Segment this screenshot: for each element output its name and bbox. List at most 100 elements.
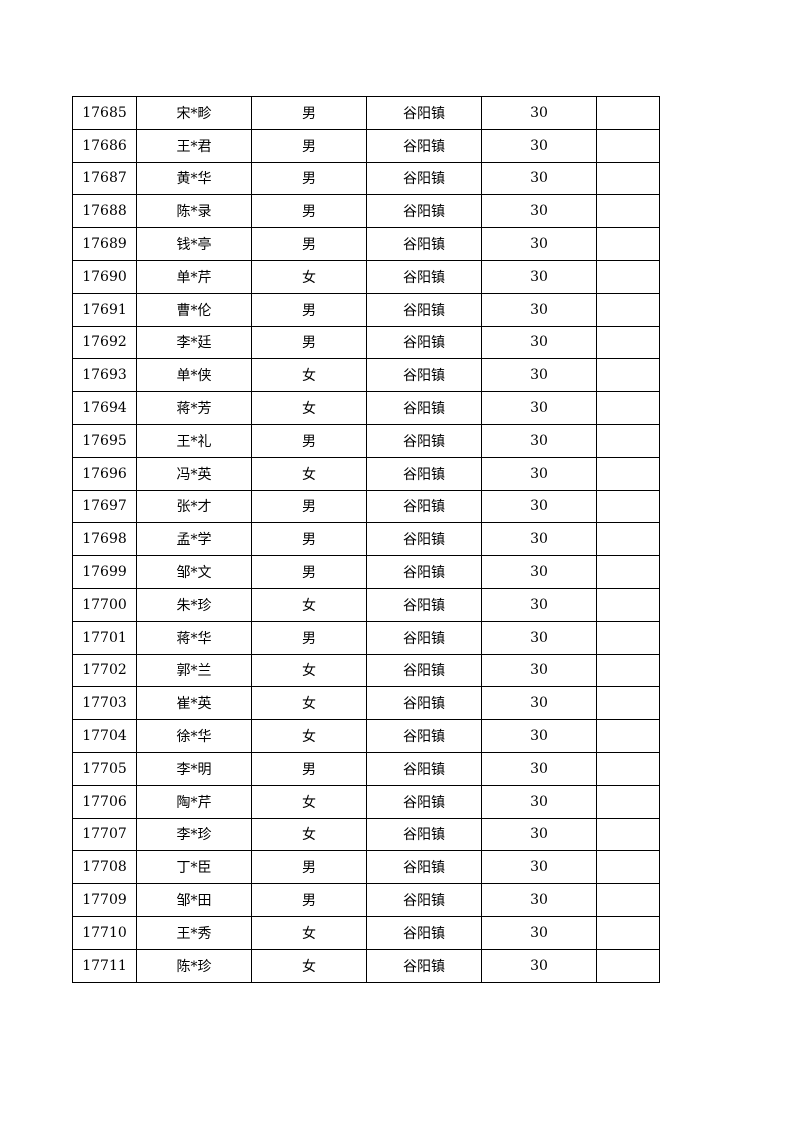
name-cell: 李*珍 [136,817,252,852]
name-cell: 黄*华 [136,161,252,196]
note-cell [596,128,660,163]
table-row: 17697 张*才男谷阳镇 30 [72,489,660,524]
amount-cell: 30 [481,587,597,622]
gender-cell: 女 [251,653,367,688]
row-number-cell: 17696 [72,456,137,491]
name-cell: 单*芹 [136,259,252,294]
note-cell [596,259,660,294]
name-cell: 宋*畛 [136,96,252,130]
amount-cell: 30 [481,358,597,393]
gender-cell: 男 [251,620,367,655]
row-number-cell: 17697 [72,489,137,524]
gender-cell: 女 [251,784,367,819]
note-cell [596,653,660,688]
amount-cell: 30 [481,259,597,294]
name-cell: 崔*英 [136,686,252,721]
table-row: 17706 陶*芹女谷阳镇 30 [72,784,660,819]
amount-cell: 30 [481,325,597,360]
name-cell: 陈*录 [136,194,252,229]
table-row: 17688 陈*录男谷阳镇 30 [72,194,660,229]
amount-cell: 30 [481,948,597,983]
name-cell: 蒋*芳 [136,391,252,425]
town-cell: 谷阳镇 [366,391,482,425]
town-cell: 谷阳镇 [366,489,482,524]
name-cell: 陶*芹 [136,784,252,819]
table-row: 17698 孟*学男谷阳镇 30 [72,522,660,557]
row-number-cell: 17694 [72,391,137,425]
table-row: 17687 黄*华男谷阳镇 30 [72,161,660,196]
name-cell: 王*秀 [136,915,252,950]
row-number-cell: 17709 [72,883,137,917]
town-cell: 谷阳镇 [366,653,482,688]
name-cell: 曹*伦 [136,292,252,327]
row-number-cell: 17695 [72,423,137,458]
row-number-cell: 17686 [72,128,137,163]
amount-cell: 30 [481,850,597,885]
row-number-cell: 17685 [72,96,137,130]
town-cell: 谷阳镇 [366,456,482,491]
gender-cell: 女 [251,915,367,950]
amount-cell: 30 [481,423,597,458]
town-cell: 谷阳镇 [366,948,482,983]
name-cell: 邹*田 [136,883,252,917]
table-row: 17690 单*芹女谷阳镇 30 [72,259,660,294]
gender-cell: 女 [251,456,367,491]
amount-cell: 30 [481,915,597,950]
town-cell: 谷阳镇 [366,883,482,917]
town-cell: 谷阳镇 [366,161,482,196]
name-cell: 李*明 [136,751,252,786]
row-number-cell: 17707 [72,817,137,852]
note-cell [596,325,660,360]
note-cell [596,358,660,393]
note-cell [596,719,660,753]
name-cell: 王*礼 [136,423,252,458]
row-number-cell: 17692 [72,325,137,360]
row-number-cell: 17705 [72,751,137,786]
name-cell: 孟*学 [136,522,252,557]
row-number-cell: 17699 [72,555,137,589]
town-cell: 谷阳镇 [366,587,482,622]
amount-cell: 30 [481,555,597,589]
table-row: 17686 王*君男谷阳镇 30 [72,128,660,163]
town-cell: 谷阳镇 [366,96,482,130]
table-row: 17707 李*珍女谷阳镇 30 [72,817,660,852]
row-number-cell: 17711 [72,948,137,983]
note-cell [596,817,660,852]
row-number-cell: 17708 [72,850,137,885]
note-cell [596,587,660,622]
name-cell: 朱*珍 [136,587,252,622]
roster-table: 17685 宋*畛男谷阳镇 30 17686 王*君男谷阳镇 30 17687 黄*华男谷阳镇… [72,96,660,983]
note-cell [596,423,660,458]
row-number-cell: 17701 [72,620,137,655]
table-row: 17709 邹*田男谷阳镇 30 [72,883,660,917]
row-number-cell: 17706 [72,784,137,819]
gender-cell: 女 [251,686,367,721]
town-cell: 谷阳镇 [366,128,482,163]
note-cell [596,292,660,327]
table-row: 17693 单*侠女谷阳镇 30 [72,358,660,393]
table-row: 17701 蒋*华男谷阳镇 30 [72,620,660,655]
table-row: 17708 丁*臣男谷阳镇 30 [72,850,660,885]
amount-cell: 30 [481,489,597,524]
town-cell: 谷阳镇 [366,194,482,229]
row-number-cell: 17691 [72,292,137,327]
amount-cell: 30 [481,719,597,753]
gender-cell: 女 [251,358,367,393]
name-cell: 张*才 [136,489,252,524]
row-number-cell: 17703 [72,686,137,721]
gender-cell: 女 [251,587,367,622]
gender-cell: 男 [251,96,367,130]
town-cell: 谷阳镇 [366,751,482,786]
gender-cell: 女 [251,719,367,753]
table-row: 17695 王*礼男谷阳镇 30 [72,423,660,458]
note-cell [596,227,660,261]
note-cell [596,883,660,917]
name-cell: 王*君 [136,128,252,163]
name-cell: 钱*亭 [136,227,252,261]
town-cell: 谷阳镇 [366,719,482,753]
gender-cell: 男 [251,292,367,327]
row-number-cell: 17698 [72,522,137,557]
table-row: 17689 钱*亭男谷阳镇 30 [72,227,660,261]
name-cell: 冯*英 [136,456,252,491]
name-cell: 单*侠 [136,358,252,393]
